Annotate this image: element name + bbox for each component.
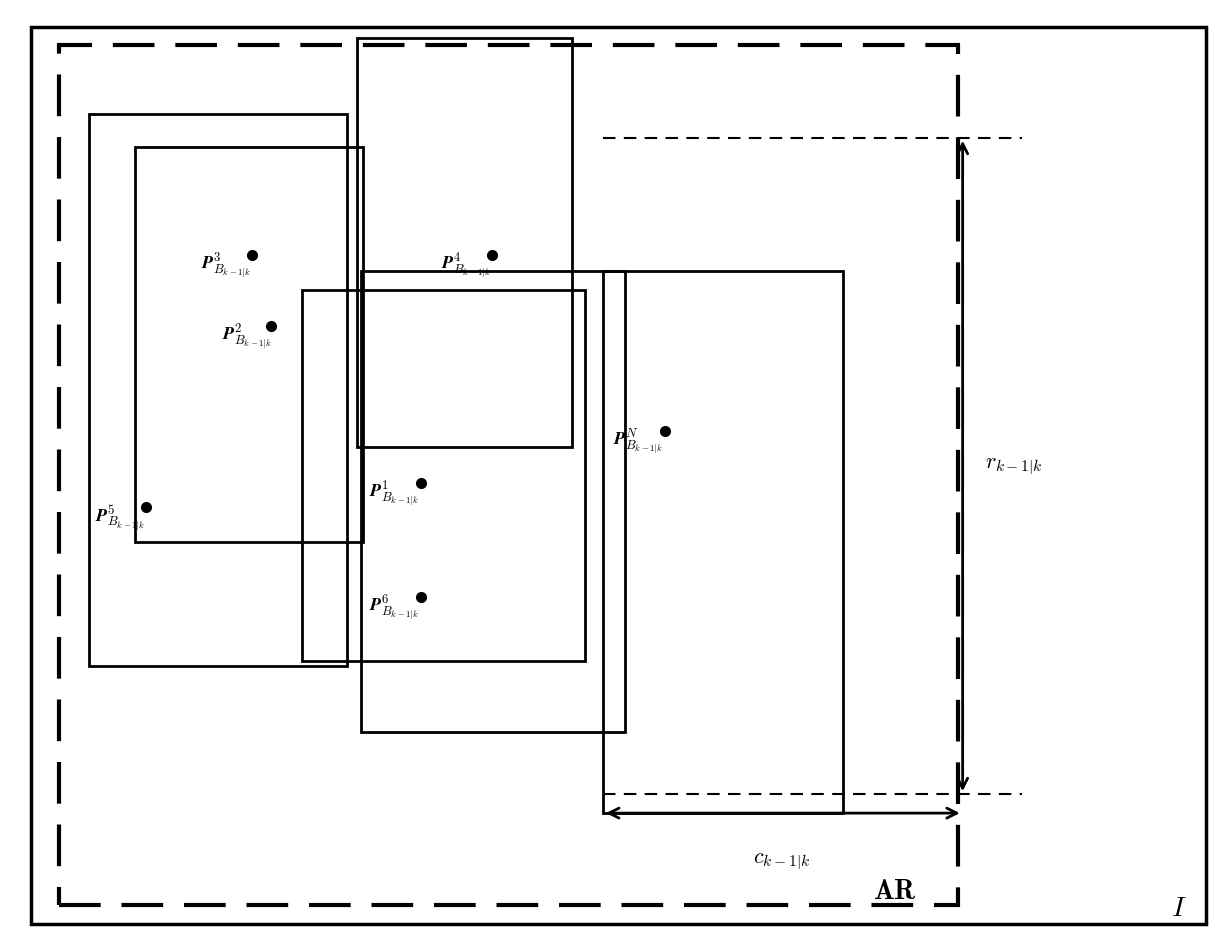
Bar: [59, 45, 958, 905]
Text: $\boldsymbol{P}^{3}_{B_{k-1|k}}$: $\boldsymbol{P}^{3}_{B_{k-1|k}}$: [201, 252, 250, 281]
Bar: [357, 38, 572, 447]
Bar: [89, 114, 347, 666]
Text: $\boldsymbol{P}^{4}_{B_{k-1|k}}$: $\boldsymbol{P}^{4}_{B_{k-1|k}}$: [441, 252, 490, 281]
Bar: [361, 271, 625, 732]
Text: $\boldsymbol{P}^{6}_{B_{k-1|k}}$: $\boldsymbol{P}^{6}_{B_{k-1|k}}$: [369, 594, 419, 623]
Text: $\boldsymbol{P}^{N}_{B_{k-1|k}}$: $\boldsymbol{P}^{N}_{B_{k-1|k}}$: [613, 428, 662, 456]
Bar: [603, 271, 843, 813]
Text: $\boldsymbol{P}^{5}_{B_{k-1|k}}$: $\boldsymbol{P}^{5}_{B_{k-1|k}}$: [95, 504, 144, 533]
Bar: [302, 290, 585, 661]
Text: $r_{k-1|k}$: $r_{k-1|k}$: [985, 456, 1043, 476]
Text: $\boldsymbol{P}^{2}_{B_{k-1|k}}$: $\boldsymbol{P}^{2}_{B_{k-1|k}}$: [222, 323, 271, 352]
Text: $\boldsymbol{P}^{1}_{B_{k-1|k}}$: $\boldsymbol{P}^{1}_{B_{k-1|k}}$: [369, 480, 419, 509]
Text: $I$: $I$: [1171, 895, 1187, 922]
Text: $c_{k-1|k}$: $c_{k-1|k}$: [753, 851, 810, 871]
Text: $\mathbf{AR}$: $\mathbf{AR}$: [873, 878, 917, 905]
Bar: [135, 147, 363, 542]
